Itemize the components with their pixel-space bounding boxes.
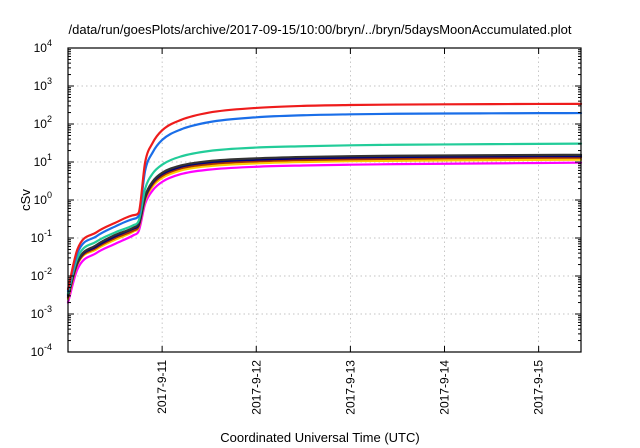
series-line bbox=[66, 111, 583, 293]
y-tick-label: 10-2 bbox=[31, 266, 52, 283]
y-axis-label: cSv bbox=[18, 189, 33, 211]
y-axis-ticks: 10-4 10-3 10-2 10-1 100 101 102 103 104 bbox=[31, 38, 581, 359]
series-line bbox=[66, 161, 583, 304]
x-tick-label: 2017-9-15 bbox=[532, 360, 546, 415]
y-tick-label: 10-4 bbox=[31, 342, 52, 359]
x-tick-label: 2017-9-11 bbox=[155, 360, 169, 414]
x-tick-label: 2017-9-14 bbox=[438, 360, 452, 415]
series-line bbox=[66, 156, 583, 299]
y-tick-label: 10-1 bbox=[31, 228, 52, 245]
y-tick-label: 104 bbox=[34, 38, 52, 55]
x-tick-label: 2017-9-12 bbox=[249, 360, 263, 415]
series-line bbox=[66, 158, 583, 300]
y-tick-label: 101 bbox=[34, 152, 52, 169]
y-tick-label: 103 bbox=[34, 76, 52, 93]
y-tick-label: 10-3 bbox=[31, 304, 52, 321]
x-axis-label: Coordinated Universal Time (UTC) bbox=[220, 430, 419, 445]
x-axis-ticks: 2017-9-11 2017-9-12 2017-9-13 2017-9-14 2017… bbox=[155, 48, 546, 415]
chart-title: /data/run/goesPlots/archive/2017-09-15/1… bbox=[69, 22, 572, 37]
y-tick-label: 100 bbox=[34, 190, 52, 207]
series-line bbox=[66, 102, 583, 291]
x-tick-label: 2017-9-13 bbox=[343, 360, 357, 415]
series-line bbox=[66, 155, 583, 297]
series-line bbox=[66, 153, 583, 296]
y-tick-label: 102 bbox=[34, 114, 52, 131]
series-line bbox=[66, 142, 583, 295]
series-lines bbox=[66, 102, 583, 304]
